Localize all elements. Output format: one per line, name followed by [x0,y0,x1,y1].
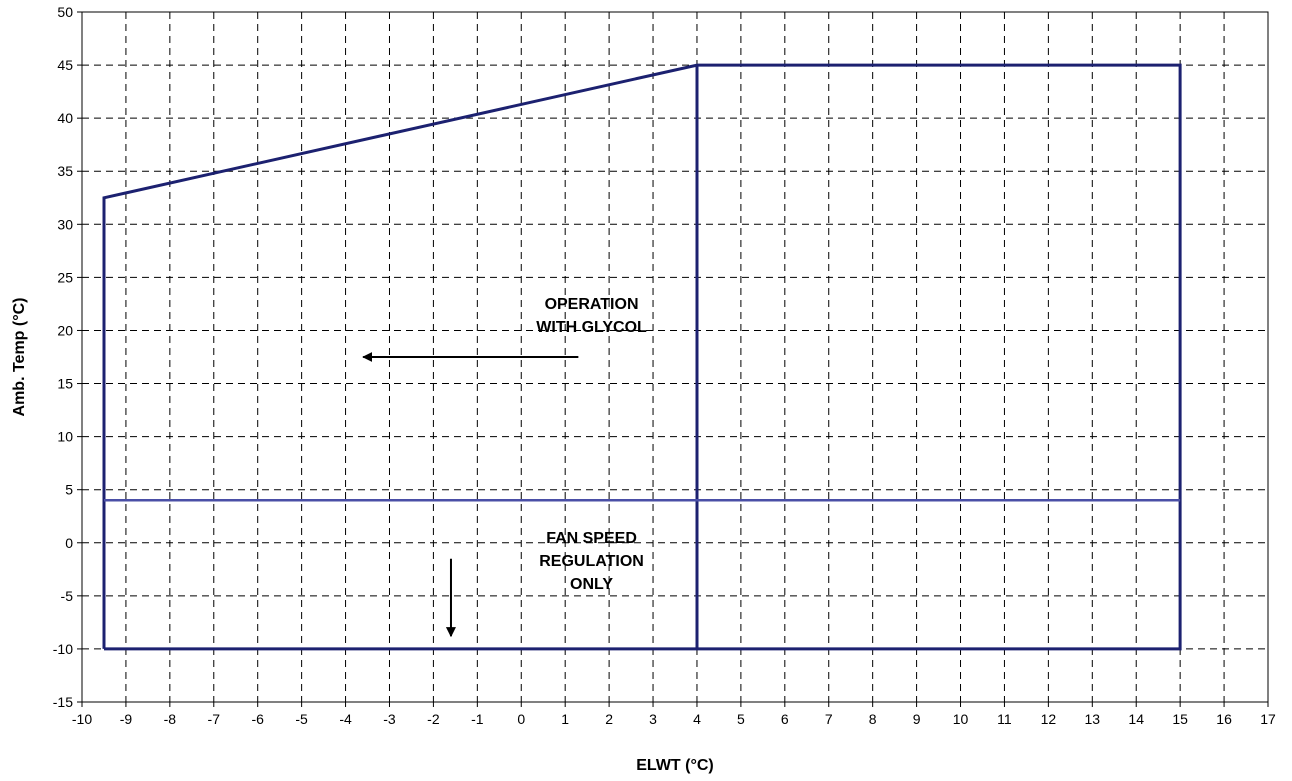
annotation-glycol-text: WITH GLYCOL [536,319,647,336]
x-axis-title: ELWT (°C) [636,757,714,774]
annotation-fan-text: FAN SPEED [546,530,637,547]
y-tick-label: 35 [57,163,73,179]
y-tick-label: 30 [57,216,73,232]
x-tick-label: -5 [295,711,308,727]
annotations: OPERATION WITH GLYCOL FAN SPEED REGULATION O… [362,296,647,638]
x-tick-label: -6 [251,711,264,727]
x-tick-label: 6 [781,711,789,727]
x-tick-label: -7 [208,711,221,727]
x-tick-label: 12 [1041,711,1057,727]
axis-ticks [77,11,1269,707]
x-tick-label: 2 [605,711,613,727]
annotation-fan-text: ONLY [570,576,613,593]
y-tick-label: -15 [53,694,73,710]
x-tick-label: 3 [649,711,657,727]
x-tick-label: 14 [1128,711,1144,727]
y-tick-label: 45 [57,57,73,73]
y-tick-label: 5 [65,482,73,498]
x-tick-label: 16 [1216,711,1232,727]
y-tick-label: -10 [53,641,73,657]
x-tick-label: 0 [517,711,525,727]
y-tick-label: 0 [65,535,73,551]
x-tick-label: 17 [1260,711,1276,727]
x-tick-label: -2 [427,711,440,727]
x-tick-label: -1 [471,711,484,727]
x-tick-label: 5 [737,711,745,727]
plot-frame [81,11,1269,703]
series-line-1 [102,63,1182,651]
y-tick-label: 50 [57,4,73,20]
y-tick-label: 25 [57,269,73,285]
y-axis-title: Amb. Temp (°C) [11,298,28,417]
x-tick-label: 4 [693,711,701,727]
x-tick-label: 9 [913,711,921,727]
x-tick-label: -8 [164,711,177,727]
y-tick-label: -5 [61,588,74,604]
x-tick-label: 1 [561,711,569,727]
x-tick-label: 13 [1085,711,1101,727]
x-tick-label: -9 [120,711,133,727]
x-tick-label: 11 [997,711,1012,727]
x-tick-label: 15 [1172,711,1188,727]
y-tick-label: 10 [57,429,73,445]
x-tick-label: 8 [869,711,877,727]
x-tick-label: -4 [339,711,352,727]
series-group [102,63,1182,651]
annotation-fan-text: REGULATION [539,553,644,570]
y-tick-label: 40 [57,110,73,126]
grid-lines [82,12,1268,702]
x-tick-label: -3 [383,711,396,727]
x-tick-label: 7 [825,711,833,727]
annotation-glycol-text: OPERATION [545,296,639,313]
x-tick-label: 10 [953,711,969,727]
tick-labels: -10 -9 -8 -7 -6 -5 -4 -3 -2 -1 0 1 2 3 4 5 6 7 8 9 10 11 12 13 1… [53,4,1276,727]
x-tick-label: -10 [72,711,92,727]
y-tick-label: 15 [57,376,73,392]
y-tick-label: 20 [57,322,73,338]
